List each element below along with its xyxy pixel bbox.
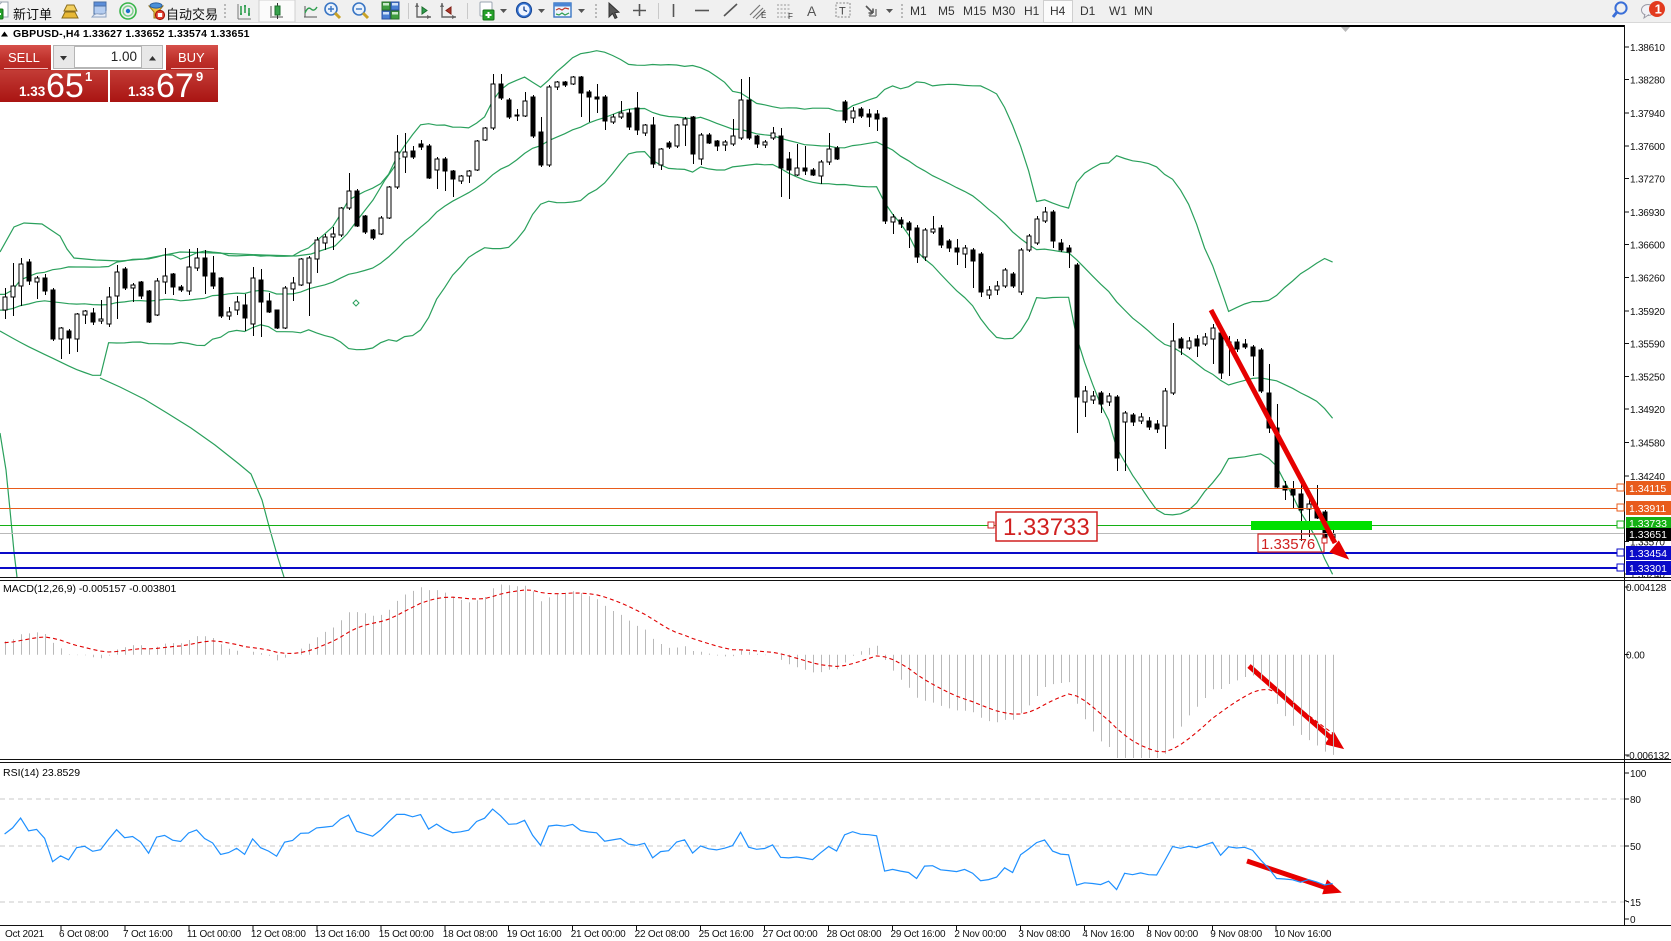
svg-text:1: 1 <box>85 69 92 84</box>
svg-text:7 Oct 16:00: 7 Oct 16:00 <box>123 929 173 940</box>
svg-text:3 Nov 08:00: 3 Nov 08:00 <box>1018 929 1070 940</box>
svg-text:MACD(12,26,9) -0.005157 -0.003: MACD(12,26,9) -0.005157 -0.003801 <box>3 583 177 595</box>
svg-text:1.33733: 1.33733 <box>1003 514 1090 541</box>
svg-text:11 Oct 00:00: 11 Oct 00:00 <box>187 929 242 940</box>
svg-text:15: 15 <box>1630 898 1641 909</box>
svg-text:RSI(14) 23.8529: RSI(14) 23.8529 <box>3 767 80 779</box>
svg-text:T: T <box>839 6 846 18</box>
svg-text:-0.006132: -0.006132 <box>1626 751 1670 762</box>
svg-text:1.34580: 1.34580 <box>1630 438 1665 449</box>
svg-text:15 Oct 00:00: 15 Oct 00:00 <box>379 929 434 940</box>
svg-text:1.33570: 1.33570 <box>1630 538 1665 549</box>
svg-text:1.34240: 1.34240 <box>1630 472 1665 483</box>
svg-text:4 Nov 16:00: 4 Nov 16:00 <box>1082 929 1134 940</box>
svg-text:18 Oct 08:00: 18 Oct 08:00 <box>443 929 498 940</box>
svg-text:1.33911: 1.33911 <box>1629 503 1666 515</box>
svg-text:Oct 2021: Oct 2021 <box>5 929 45 940</box>
svg-text:1.36930: 1.36930 <box>1630 208 1665 219</box>
svg-text:9: 9 <box>196 69 203 84</box>
svg-text:1.36260: 1.36260 <box>1630 274 1665 285</box>
svg-text:A: A <box>807 3 817 19</box>
svg-text:1.35920: 1.35920 <box>1630 307 1665 318</box>
svg-text:2 Nov 00:00: 2 Nov 00:00 <box>954 929 1006 940</box>
svg-text:0.004128: 0.004128 <box>1626 583 1667 594</box>
svg-text:1.38610: 1.38610 <box>1630 43 1665 54</box>
svg-text:9 Nov 08:00: 9 Nov 08:00 <box>1210 929 1262 940</box>
svg-text:29 Oct 16:00: 29 Oct 16:00 <box>891 929 946 940</box>
svg-text:25 Oct 16:00: 25 Oct 16:00 <box>699 929 754 940</box>
svg-text:1.37940: 1.37940 <box>1630 109 1665 120</box>
svg-text:1.33240: 1.33240 <box>1630 570 1665 581</box>
svg-text:1.33733: 1.33733 <box>1629 518 1667 530</box>
svg-text:1.33576: 1.33576 <box>1261 536 1315 553</box>
svg-text:1.34115: 1.34115 <box>1629 483 1666 495</box>
svg-text:1.36600: 1.36600 <box>1630 240 1665 251</box>
svg-text:E: E <box>761 11 766 20</box>
svg-text:1.33: 1.33 <box>19 84 46 99</box>
svg-text:8 Nov 00:00: 8 Nov 00:00 <box>1146 929 1198 940</box>
svg-text:28 Oct 08:00: 28 Oct 08:00 <box>827 929 882 940</box>
svg-text:80: 80 <box>1630 795 1641 806</box>
svg-text:1.33651: 1.33651 <box>1629 529 1667 541</box>
svg-text:27 Oct 00:00: 27 Oct 00:00 <box>763 929 818 940</box>
svg-text:21 Oct 00:00: 21 Oct 00:00 <box>571 929 626 940</box>
svg-text:GBPUSD-,H4 1.33627 1.33652 1.: GBPUSD-,H4 1.33627 1.33652 1.33574 1.336… <box>13 28 250 40</box>
svg-text:1.33454: 1.33454 <box>1629 548 1667 560</box>
svg-text:100: 100 <box>1630 769 1647 780</box>
svg-text:19 Oct 16:00: 19 Oct 16:00 <box>507 929 562 940</box>
svg-text:65: 65 <box>46 67 84 102</box>
svg-text:22 Oct 08:00: 22 Oct 08:00 <box>635 929 690 940</box>
svg-text:12 Oct 08:00: 12 Oct 08:00 <box>251 929 306 940</box>
svg-text:1.33: 1.33 <box>128 84 155 99</box>
svg-text:1.37270: 1.37270 <box>1630 175 1665 186</box>
svg-text:1.35590: 1.35590 <box>1630 339 1665 350</box>
svg-text:F: F <box>788 12 793 21</box>
svg-text:0: 0 <box>1630 915 1636 926</box>
svg-text:6 Oct 08:00: 6 Oct 08:00 <box>59 929 109 940</box>
svg-text:13 Oct 16:00: 13 Oct 16:00 <box>315 929 370 940</box>
svg-text:1.35250: 1.35250 <box>1630 373 1665 384</box>
svg-text:50: 50 <box>1630 842 1641 853</box>
svg-text:67: 67 <box>156 67 194 102</box>
svg-text:1.34920: 1.34920 <box>1630 405 1665 416</box>
svg-text:1.38280: 1.38280 <box>1630 76 1665 87</box>
svg-text:1: 1 <box>1655 2 1662 17</box>
svg-text:1.33301: 1.33301 <box>1629 563 1667 575</box>
svg-text:0.00: 0.00 <box>1626 651 1645 662</box>
svg-text:10 Nov 16:00: 10 Nov 16:00 <box>1274 929 1332 940</box>
svg-text:1.37600: 1.37600 <box>1630 142 1665 153</box>
